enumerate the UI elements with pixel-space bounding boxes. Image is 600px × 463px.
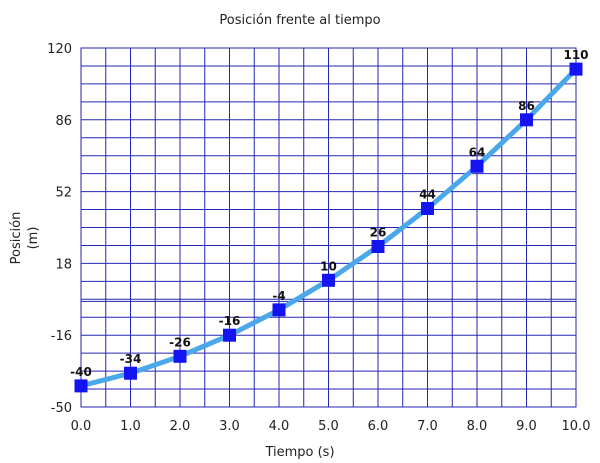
data-point-marker <box>322 273 335 287</box>
x-tick-label: 7.0 <box>417 419 438 434</box>
data-point-marker <box>520 113 533 127</box>
y-axis-title-line-1: Posición <box>9 212 24 265</box>
data-label: -16 <box>219 314 241 328</box>
data-point-marker <box>272 303 286 317</box>
x-axis-title: Tiempo (s) <box>264 445 334 460</box>
data-point-marker <box>74 379 88 393</box>
data-point-marker <box>223 328 236 342</box>
x-tick-label: 0.0 <box>71 419 92 434</box>
data-point-marker <box>421 201 434 215</box>
plot-frame <box>80 47 577 408</box>
x-tick-label: 3.0 <box>219 419 240 434</box>
y-tick-label: 120 <box>47 42 72 57</box>
y-tick-label: 86 <box>55 114 72 129</box>
chart-title: Posición frente al tiempo <box>219 13 380 28</box>
x-tick-label: 8.0 <box>467 419 488 434</box>
data-label: 26 <box>370 226 387 240</box>
y-axis-title-line-2: (m) <box>26 227 41 250</box>
x-tick-label: 9.0 <box>516 419 537 434</box>
data-label: -40 <box>70 365 92 379</box>
x-tick-label: 10.0 <box>562 419 591 434</box>
grid <box>80 47 577 408</box>
y-tick-label: 18 <box>55 257 72 272</box>
x-tick-label: 4.0 <box>269 419 290 434</box>
data-point-marker <box>173 349 187 363</box>
data-label: 110 <box>563 48 588 62</box>
data-label: 44 <box>419 187 436 201</box>
data-label: -34 <box>120 352 142 366</box>
x-tick-label: 5.0 <box>318 419 339 434</box>
series-position: -40 -34 -26 -16 -4 10 26 44 64 86 110 <box>70 48 589 393</box>
x-tick-label: 2.0 <box>170 419 191 434</box>
data-label: 86 <box>518 99 535 113</box>
data-point-marker <box>124 366 137 380</box>
data-label: -26 <box>169 335 191 349</box>
y-axis-ticks: -50 -16 18 52 86 120 <box>47 42 72 416</box>
x-axis-ticks: 0.0 1.0 2.0 3.0 4.0 5.0 6.0 7.0 8.0 9.0 10.0 <box>71 419 591 434</box>
y-tick-label: -50 <box>51 401 72 416</box>
x-tick-label: 1.0 <box>120 419 141 434</box>
y-tick-label: 52 <box>55 186 72 201</box>
data-label: 10 <box>320 259 337 273</box>
y-tick-label: -16 <box>51 329 72 344</box>
x-tick-label: 6.0 <box>368 419 389 434</box>
data-point-marker <box>569 62 583 76</box>
data-label: 64 <box>469 145 486 159</box>
data-point-marker <box>470 159 484 173</box>
data-label: -4 <box>272 289 285 303</box>
data-point-marker <box>371 240 385 254</box>
y-axis-title: Posición (m) <box>9 212 41 265</box>
